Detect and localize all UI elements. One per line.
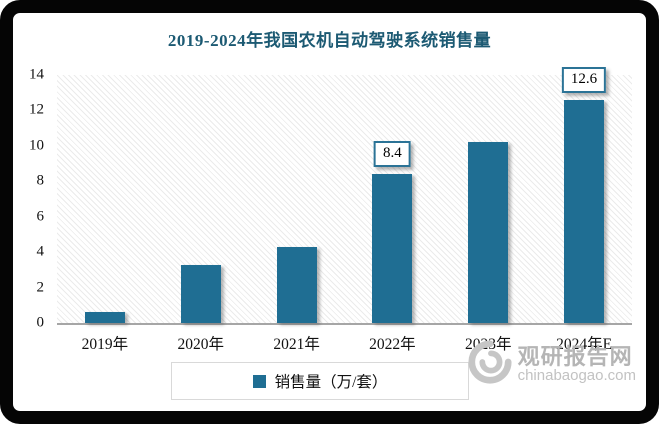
legend-marker-icon xyxy=(252,374,266,388)
bar-2023年 xyxy=(468,142,509,323)
value-label: 12.6 xyxy=(561,67,607,93)
chart-panel: 2019-2024年我国农机自动驾驶系统销售量 0 2 4 6 8 10 12 14 8.4 1… xyxy=(13,13,646,411)
value-label: 8.4 xyxy=(374,141,411,168)
x-tick-label: 2020年 xyxy=(177,336,224,353)
chart-title: 2019-2024年我国农机自动驾驶系统销售量 xyxy=(167,31,492,50)
watermark-texts: 观研报告网 chinabaogao.com xyxy=(518,345,636,384)
bar-slot: 12.6 xyxy=(536,67,632,323)
bar-2020年 xyxy=(180,264,221,323)
legend: 销售量（万/套） xyxy=(171,362,469,400)
bar-slot xyxy=(57,75,153,323)
bar-2022年 xyxy=(372,174,413,323)
y-axis-ticks: 0 2 4 6 8 10 12 14 xyxy=(13,67,50,330)
y-tick-label: 10 xyxy=(29,137,44,154)
swirl-logo-icon xyxy=(467,339,513,390)
bar-2021年 xyxy=(276,246,317,323)
x-tick-label: 2022年 xyxy=(369,336,416,353)
y-tick-label: 2 xyxy=(36,279,45,296)
y-tick-label: 6 xyxy=(36,208,45,225)
y-tick-label: 14 xyxy=(29,66,44,83)
watermark-name: 观研报告网 xyxy=(517,344,633,370)
bar-slot xyxy=(153,75,249,323)
watermark: 观研报告网 chinabaogao.com xyxy=(467,339,636,390)
legend-label: 销售量（万/套） xyxy=(274,374,388,391)
bar-slot: 8.4 xyxy=(344,75,440,323)
plot-area: 8.4 12.6 xyxy=(57,67,632,325)
y-tick-label: 8 xyxy=(36,172,45,189)
bar-2024年E xyxy=(564,99,605,323)
x-axis-labels: 2019年 2020年 2021年 2022年 2023年 2024年E xyxy=(57,332,632,354)
y-tick-label: 12 xyxy=(29,101,44,118)
bar-slot xyxy=(249,75,345,323)
bar-2019年 xyxy=(84,312,125,323)
y-tick-label: 0 xyxy=(36,314,45,331)
bar-slot xyxy=(440,75,536,323)
x-tick-label: 2019年 xyxy=(81,336,129,353)
x-tick-label: 2024年E xyxy=(556,336,613,353)
y-tick-label: 4 xyxy=(36,243,45,260)
x-tick-label: 2021年 xyxy=(273,336,320,353)
watermark-domain: chinabaogao.com xyxy=(517,367,636,385)
